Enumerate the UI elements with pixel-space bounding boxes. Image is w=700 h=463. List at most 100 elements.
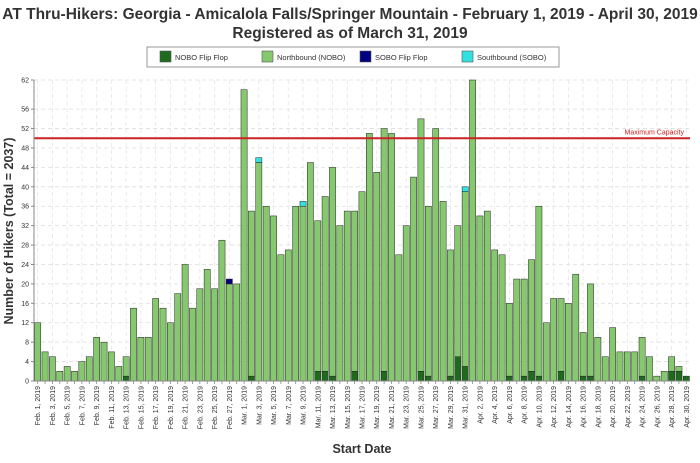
bar-nobo-flip-flop bbox=[506, 375, 513, 382]
bar-northbound-nobo bbox=[314, 220, 322, 372]
x-tick-label: Mar. 25, 2019 bbox=[418, 386, 425, 429]
bar-northbound-nobo bbox=[395, 254, 403, 382]
x-tick-label: Mar. 23, 2019 bbox=[404, 386, 411, 429]
x-tick-label: Mar. 7, 2019 bbox=[286, 386, 293, 425]
bar-northbound-nobo bbox=[506, 303, 513, 377]
bar-northbound-nobo bbox=[218, 239, 226, 382]
bar-nobo-flip-flop bbox=[424, 375, 432, 382]
bar-northbound-nobo bbox=[351, 210, 358, 372]
bar-northbound-nobo bbox=[189, 307, 196, 382]
x-tick-label: Apr. 20, 2019 bbox=[610, 386, 617, 428]
bar-northbound-nobo bbox=[299, 205, 307, 382]
bar-northbound-nobo bbox=[343, 210, 351, 382]
x-tick-label: Apr. 12, 2019 bbox=[551, 386, 558, 428]
bar-northbound-nobo bbox=[277, 254, 285, 382]
x-tick-label: Apr. 18, 2019 bbox=[595, 386, 602, 428]
bar-nobo-flip-flop bbox=[587, 375, 594, 382]
bar-northbound-nobo bbox=[93, 337, 100, 382]
bar-northbound-nobo bbox=[130, 307, 137, 382]
x-tick-label: Feb. 23, 2019 bbox=[197, 386, 204, 429]
x-tick-label: Mar. 17, 2019 bbox=[360, 386, 367, 429]
bar-northbound-nobo bbox=[587, 283, 594, 377]
y-tick-label: 20 bbox=[21, 281, 29, 288]
x-tick-label: Feb. 7, 2019 bbox=[79, 386, 86, 425]
bar-nobo-flip-flop bbox=[675, 371, 683, 382]
legend-swatch-nobo-flip-flop bbox=[159, 50, 172, 63]
bar-northbound-nobo bbox=[56, 371, 64, 382]
y-tick-label: 36 bbox=[21, 204, 29, 211]
bar-northbound-nobo bbox=[240, 89, 248, 382]
bar-northbound-nobo bbox=[321, 196, 329, 372]
x-tick-label: Feb. 17, 2019 bbox=[153, 386, 160, 429]
x-tick-label: Mar. 27, 2019 bbox=[433, 386, 440, 429]
bar-northbound-nobo bbox=[211, 288, 218, 382]
bar-northbound-nobo bbox=[144, 337, 152, 382]
bar-northbound-nobo bbox=[594, 337, 602, 382]
bar-nobo-flip-flop bbox=[668, 371, 675, 382]
bar-northbound-nobo bbox=[520, 278, 528, 377]
bar-nobo-flip-flop bbox=[638, 375, 646, 382]
bar-northbound-nobo bbox=[49, 356, 56, 382]
bar-northbound-nobo bbox=[78, 361, 86, 382]
bar-northbound-nobo bbox=[528, 259, 535, 372]
y-tick-label: 0 bbox=[25, 379, 29, 386]
bar-northbound-nobo bbox=[388, 133, 395, 382]
legend-label-sobo-flip-flop: SOBO Flip Flop bbox=[375, 53, 428, 62]
x-tick-label: Feb. 15, 2019 bbox=[138, 386, 145, 429]
bar-northbound-nobo bbox=[380, 128, 388, 372]
y-tick-label: 4 bbox=[25, 359, 29, 366]
bar-northbound-nobo bbox=[550, 298, 557, 382]
x-tick-label: Mar. 29, 2019 bbox=[448, 386, 455, 429]
legend-swatch-sobo-flip-flop bbox=[359, 50, 372, 63]
x-tick-label: Apr. 6, 2019 bbox=[507, 386, 514, 424]
bar-northbound-nobo bbox=[358, 191, 366, 382]
x-tick-label: Feb. 19, 2019 bbox=[168, 386, 175, 429]
bar-nobo-flip-flop bbox=[321, 371, 329, 382]
bar-northbound-nobo bbox=[174, 293, 182, 382]
bar-northbound-nobo bbox=[100, 341, 108, 382]
bar-nobo-flip-flop bbox=[520, 375, 528, 382]
bar-nobo-flip-flop bbox=[122, 375, 130, 382]
bar-northbound-nobo bbox=[262, 205, 270, 382]
x-tick-label: Apr. 16, 2019 bbox=[581, 386, 588, 428]
legend-label-northbound-nobo: Northbound (NOBO) bbox=[277, 53, 346, 62]
bar-northbound-nobo bbox=[432, 128, 440, 382]
y-tick-label: 28 bbox=[21, 243, 29, 250]
bar-nobo-flip-flop bbox=[579, 375, 587, 382]
x-tick-label: Apr. 10, 2019 bbox=[536, 386, 543, 428]
x-tick-label: Mar. 13, 2019 bbox=[330, 386, 337, 429]
bar-nobo-flip-flop bbox=[417, 371, 425, 382]
bar-southbound-sobo bbox=[255, 157, 263, 163]
bar-northbound-nobo bbox=[137, 337, 145, 382]
bar-northbound-nobo bbox=[498, 254, 506, 382]
bar-northbound-nobo bbox=[159, 307, 167, 382]
bar-northbound-nobo bbox=[41, 351, 49, 382]
bar-northbound-nobo bbox=[476, 215, 484, 382]
x-tick-label: Apr. 26, 2019 bbox=[654, 386, 661, 428]
bar-nobo-flip-flop bbox=[314, 371, 322, 382]
y-tick-label: 56 bbox=[21, 107, 29, 114]
bar-nobo-flip-flop bbox=[682, 375, 690, 382]
bar-sobo-flip-flop bbox=[225, 278, 233, 285]
bar-northbound-nobo bbox=[71, 371, 78, 382]
bar-series bbox=[34, 79, 690, 382]
bar-northbound-nobo bbox=[108, 351, 115, 382]
bar-northbound-nobo bbox=[454, 225, 462, 357]
x-tick-label: Feb. 27, 2019 bbox=[227, 386, 234, 429]
x-tick-label: Apr. 24, 2019 bbox=[640, 386, 647, 428]
x-tick-label: Feb. 3, 2019 bbox=[50, 386, 57, 425]
x-tick-label: Feb. 9, 2019 bbox=[94, 386, 101, 425]
reference-line: Maximum Capacity bbox=[34, 129, 690, 140]
bar-northbound-nobo bbox=[410, 176, 417, 382]
legend-label-southbound-sobo: Southbound (SOBO) bbox=[477, 53, 547, 62]
legend-box bbox=[146, 46, 560, 68]
x-tick-label: Apr. 28, 2019 bbox=[669, 386, 676, 428]
bar-nobo-flip-flop bbox=[454, 356, 462, 382]
y-tick-label: 40 bbox=[21, 184, 29, 191]
bar-nobo-flip-flop bbox=[461, 366, 469, 382]
bar-northbound-nobo bbox=[196, 288, 204, 382]
x-tick-label: Feb. 5, 2019 bbox=[65, 386, 72, 425]
